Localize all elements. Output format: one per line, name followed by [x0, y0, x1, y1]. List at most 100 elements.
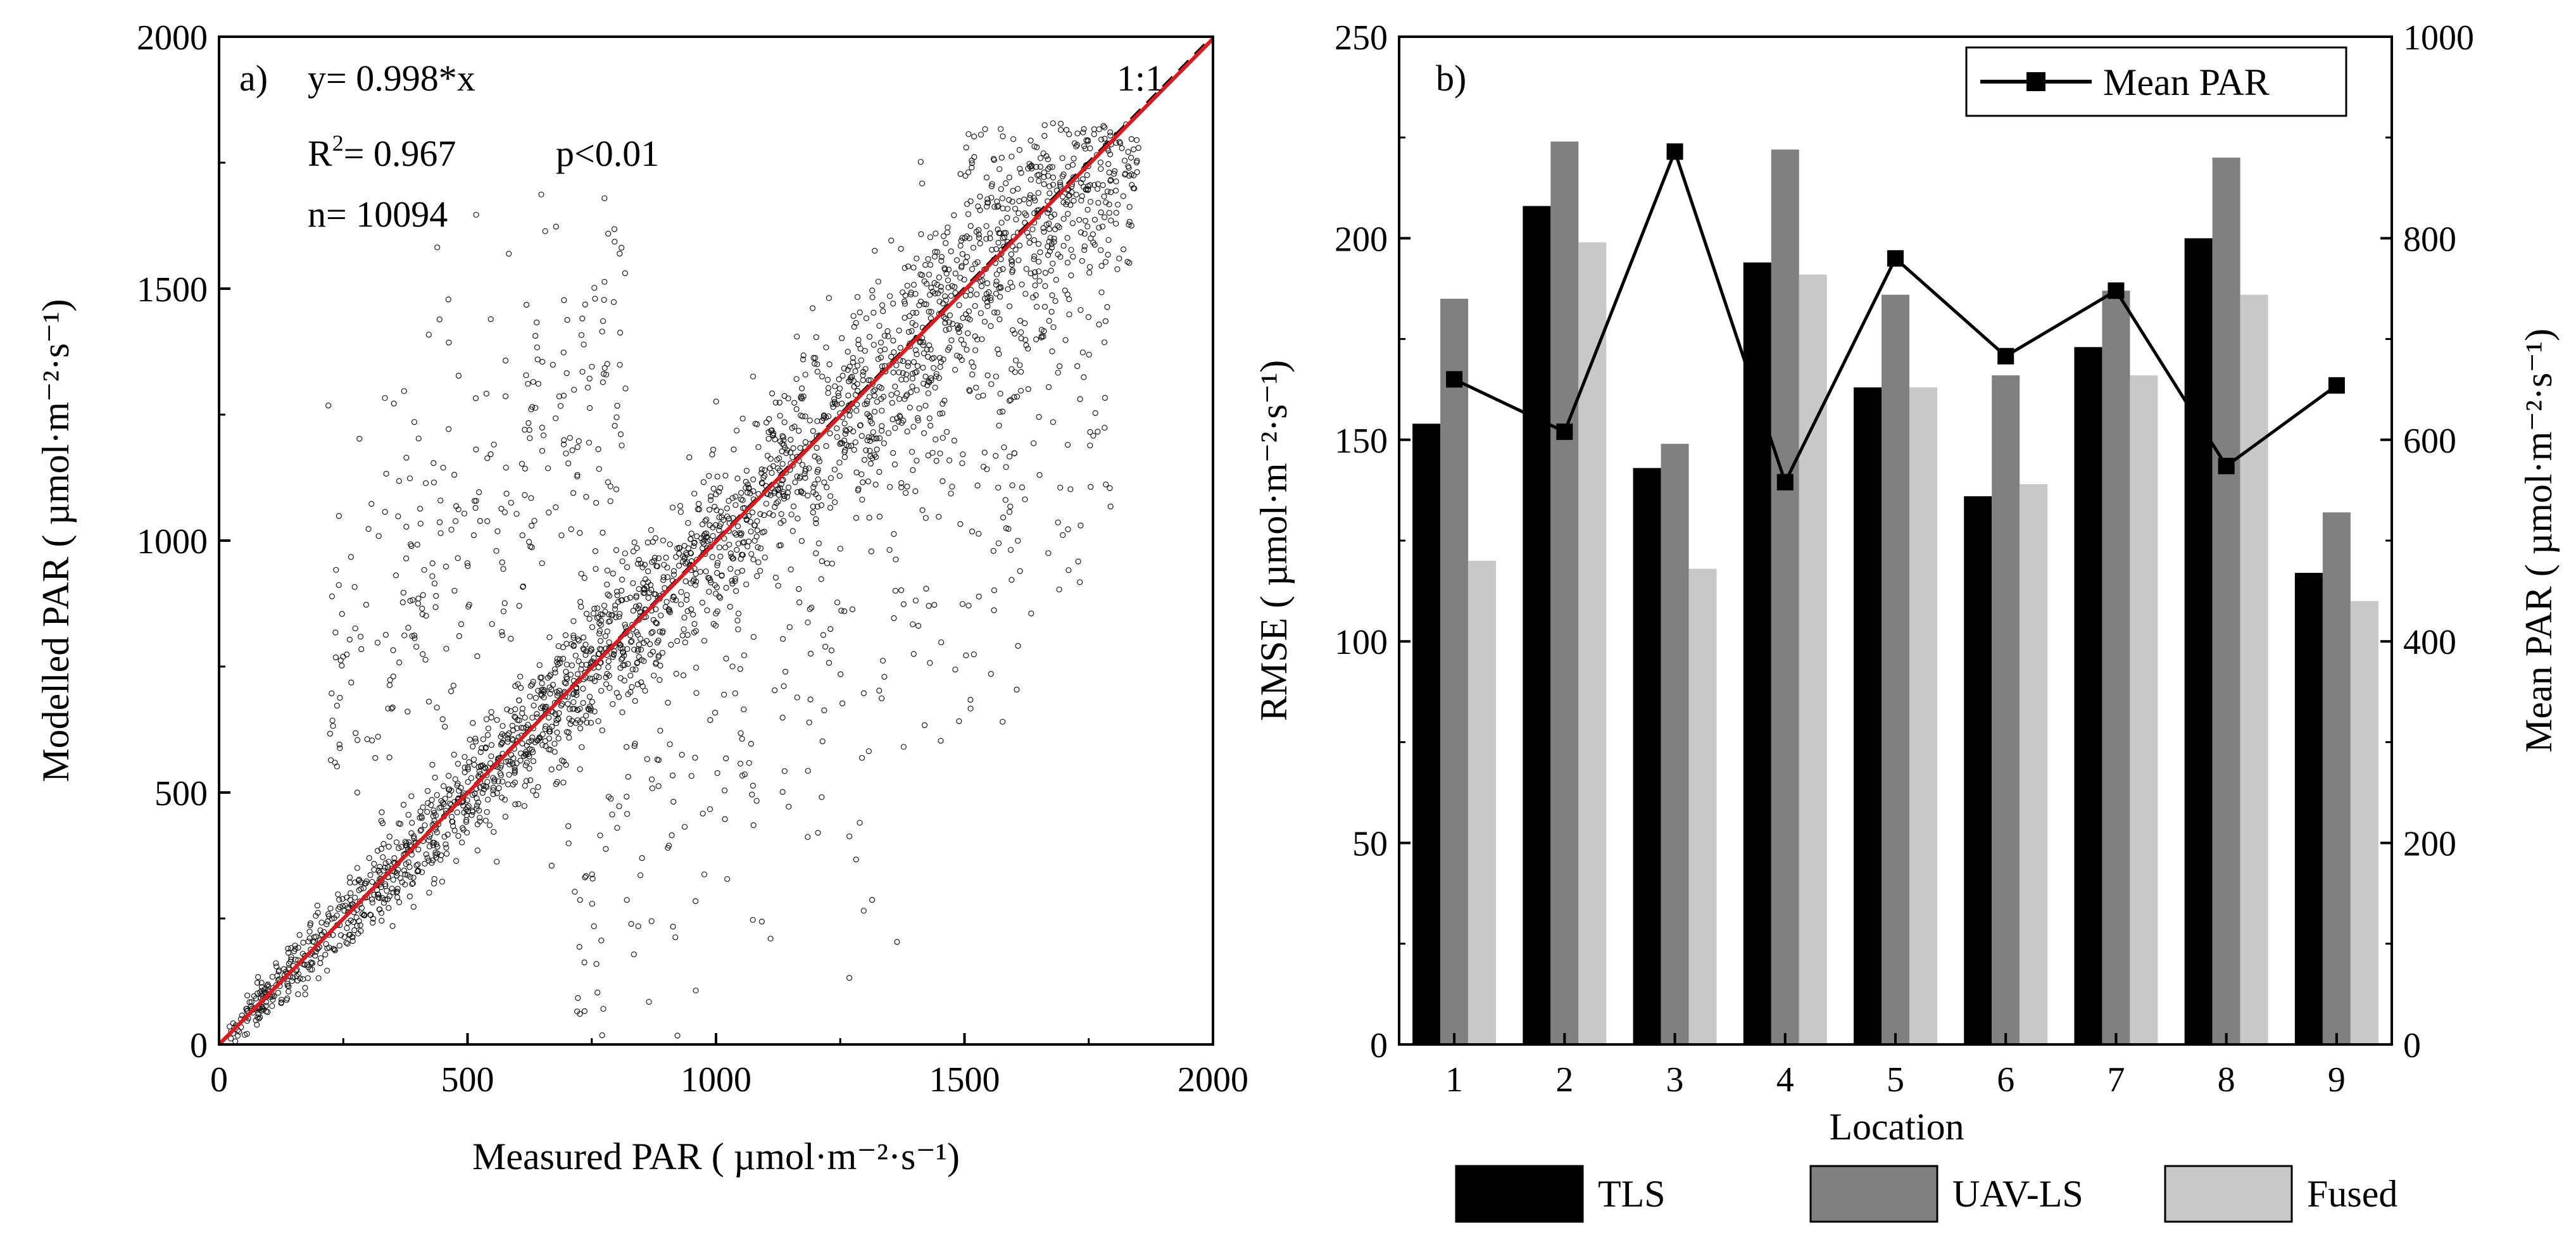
rmse-tick-label: 150 [1335, 422, 1388, 461]
panel-b-right-axis-label: Mean PAR ( µmol·m⁻²·s⁻¹) [2518, 329, 2560, 753]
y-tick-label: 1500 [137, 270, 208, 310]
regression-equation: y= 0.998*x [308, 58, 475, 99]
category-tick-label: 5 [1887, 1060, 1904, 1100]
bar-legend-label-fused: Fused [2307, 1173, 2397, 1215]
bar-tls-8 [2184, 238, 2213, 1044]
rmse-tick-label: 200 [1335, 220, 1388, 259]
bar-tls-7 [2074, 347, 2102, 1045]
panel-b-label: b) [1436, 58, 1466, 99]
rmse-tick-label: 0 [1370, 1026, 1388, 1065]
x-tick-label: 500 [441, 1060, 494, 1100]
r-squared-exponent: 2 [332, 130, 344, 156]
y-tick-label: 0 [190, 1026, 208, 1065]
r-squared-prefix: R [308, 133, 332, 174]
rmse-tick-label: 100 [1335, 623, 1388, 662]
panel-a-scatter: 0 500 1000 1500 2000 0 500 1000 1500 2000 a) y= 0… [35, 18, 1248, 1177]
sample-size: n= 10094 [308, 194, 448, 235]
panel-a-ticks: 0 500 1000 1500 2000 0 500 1000 1500 2000 [137, 18, 1248, 1100]
bar-uav-ls-1 [1440, 298, 1469, 1044]
panel-b-x-axis-label: Location [1829, 1106, 1964, 1148]
panel-b-ticks: 1 2 3 4 5 6 7 8 9 0 50 100 150 200 250 0 200 400 600 800 100… [1335, 18, 2474, 1100]
bar-legend-label-uav-ls: UAV-LS [1952, 1173, 2083, 1215]
x-tick-label: 1500 [929, 1060, 1000, 1100]
mean-par-tick-label: 400 [2403, 623, 2456, 662]
x-tick-label: 1000 [681, 1060, 751, 1100]
mean-par-marker-6 [1997, 348, 2014, 365]
bar-tls-4 [1743, 262, 1771, 1044]
mean-par-marker-1 [1446, 371, 1463, 388]
bar-fused-3 [1688, 568, 1717, 1044]
bar-legend-swatch-uav-ls [1809, 1165, 1938, 1223]
line-legend: Mean PAR [1965, 46, 2347, 117]
bar-uav-ls-2 [1550, 141, 1579, 1044]
category-tick-label: 2 [1555, 1060, 1573, 1100]
bar-fused-6 [2020, 484, 2048, 1044]
mean-par-tick-label: 600 [2403, 422, 2456, 461]
mean-par-marker-4 [1776, 473, 1794, 491]
bar-tls-2 [1523, 206, 1551, 1044]
mean-par-marker-3 [1666, 143, 1683, 160]
mean-par-marker-2 [1556, 423, 1573, 441]
bar-uav-ls-5 [1882, 294, 1909, 1044]
bar-tls-3 [1633, 468, 1661, 1044]
category-tick-label: 6 [1997, 1060, 2014, 1100]
p-value: p<0.01 [556, 133, 659, 174]
bar-tls-1 [1412, 423, 1441, 1044]
mean-par-marker-8 [2218, 458, 2235, 475]
bar-series [1412, 141, 2378, 1045]
regression-line [217, 37, 1215, 1046]
x-tick-label: 2000 [1178, 1060, 1248, 1100]
bar-uav-ls-8 [2212, 158, 2240, 1044]
bar-fused-9 [2350, 601, 2378, 1044]
bar-uav-ls-7 [2102, 291, 2130, 1045]
category-tick-label: 3 [1666, 1060, 1684, 1100]
bar-legend-swatch-fused [2164, 1165, 2293, 1223]
panel-a-label: a) [239, 58, 268, 99]
bar-fused-1 [1468, 560, 1497, 1044]
mean-par-tick-label: 1000 [2403, 18, 2474, 58]
mean-par-tick-label: 0 [2403, 1026, 2421, 1065]
bar-legend-swatch-tls [1455, 1165, 1584, 1223]
bar-tls-6 [1964, 496, 1992, 1044]
panel-b-y-axis-label: RMSE ( µmol·m⁻²·s⁻¹) [1253, 360, 1295, 722]
bar-fused-4 [1799, 274, 1827, 1044]
bar-legend: TLS UAV-LS Fused [1455, 1165, 2397, 1223]
category-tick-label: 9 [2328, 1060, 2346, 1100]
bar-uav-ls-3 [1661, 444, 1689, 1044]
x-tick-label: 0 [210, 1060, 228, 1100]
panel-a-x-axis-label: Measured PAR ( µmol·m⁻²·s⁻¹) [472, 1136, 960, 1177]
category-tick-label: 4 [1776, 1060, 1794, 1100]
panel-a-y-axis-label: Modelled PAR ( µmol·m⁻²·s⁻¹) [35, 299, 77, 782]
bar-uav-ls-6 [1992, 375, 2020, 1044]
one-to-one-label: 1:1 [1117, 58, 1164, 99]
rmse-tick-label: 50 [1352, 825, 1388, 864]
category-tick-label: 1 [1445, 1060, 1463, 1100]
mean-par-tick-label: 800 [2403, 220, 2456, 259]
panel-b-bar-chart: 1 2 3 4 5 6 7 8 9 0 50 100 150 200 250 0 200 400 600 800 100… [1253, 18, 2560, 1223]
line-legend-marker [2026, 72, 2045, 91]
bar-fused-2 [1578, 242, 1607, 1044]
bar-tls-5 [1854, 387, 1882, 1044]
bar-legend-label-tls: TLS [1598, 1173, 1666, 1215]
category-tick-label: 7 [2107, 1060, 2125, 1100]
y-tick-label: 2000 [137, 18, 208, 58]
mean-par-marker-7 [2108, 282, 2125, 299]
bar-fused-5 [1909, 387, 1937, 1044]
bar-uav-ls-9 [2322, 512, 2351, 1044]
mean-par-line [1446, 143, 2345, 491]
reference-lines [217, 35, 1215, 1046]
r-squared: R2= 0.967 [308, 130, 456, 174]
bar-fused-7 [2130, 375, 2158, 1044]
y-tick-label: 1000 [137, 522, 208, 561]
bar-uav-ls-4 [1771, 149, 1799, 1045]
y-tick-label: 500 [154, 774, 208, 813]
category-tick-label: 8 [2218, 1060, 2235, 1100]
rmse-tick-label: 250 [1335, 18, 1388, 58]
mean-par-marker-9 [2328, 377, 2345, 394]
mean-par-tick-label: 200 [2403, 825, 2456, 864]
line-legend-label: Mean PAR [2103, 61, 2270, 103]
bar-tls-9 [2294, 572, 2323, 1044]
mean-par-marker-5 [1887, 250, 1904, 267]
r-squared-value: = 0.967 [344, 133, 456, 174]
